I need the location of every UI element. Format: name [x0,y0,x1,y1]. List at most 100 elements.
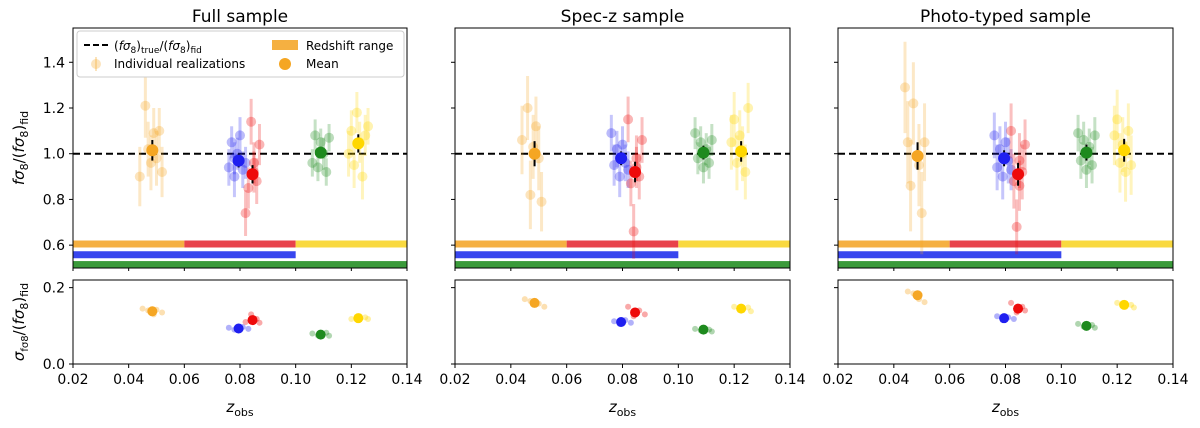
realization-point [731,157,742,168]
realization-point [349,160,360,171]
realization-point [536,196,547,207]
realization-point [525,189,536,200]
mean-point-red [246,168,259,181]
sigma-realization-point [627,319,634,326]
realization-point [1126,160,1137,171]
redshift-range-bar-red [184,240,296,248]
realization-point [1000,137,1011,148]
realization-point [226,137,237,148]
top-ytick-label: 1.0 [43,147,65,163]
sigma-realization-point [1114,299,1121,306]
top-ytick-label: 1.2 [43,101,65,117]
xtick-label: 0.10 [280,372,311,388]
redshift-range-bar-orange [73,240,185,248]
sigma-realization-point [1075,320,1082,327]
sigma-realization-point [541,303,548,310]
x-axis-label: zobs [225,398,254,419]
xtick-label: 0.04 [878,372,909,388]
x-axis-label: zobs [608,398,637,419]
realization-point [223,162,234,173]
realization-point [148,128,159,139]
realization-point [698,162,709,173]
realization-point [1114,157,1125,168]
realization-point [321,167,332,177]
legend-redshift-swatch [272,40,298,50]
realization-point [140,100,151,111]
mean-point-yellow [735,145,748,158]
sigma-realization-point [921,299,928,306]
sigma-realization-point [326,332,333,339]
mean-point-orange [146,144,159,157]
sigma-mean-point-green [1081,320,1092,331]
redshift-range-bar-yellow [1061,240,1173,248]
sigma-realization-point [242,319,249,325]
sigma-mean-point-red [630,307,641,318]
realization-point [312,162,323,173]
xtick-label: 0.10 [663,372,694,388]
panel-2: Photo-typed sample 0.02 0.04 0.06 0.08 0.10 0.… [822,7,1188,419]
realization-point [229,171,240,182]
realization-point [343,148,354,159]
mean-point-red [1012,168,1025,181]
bottom-ytick-label: 0.0 [43,357,65,373]
realization-point [704,157,715,168]
redshift-range-bar-yellow [678,240,790,248]
realization-point [902,137,913,148]
realization-point [1011,221,1022,232]
realization-point [1006,125,1017,136]
realization-point [1109,130,1120,141]
realization-point [237,164,248,175]
sigma-realization-point [994,313,1001,320]
realization-point [248,157,259,168]
realization-point [1020,139,1031,150]
realization-point [905,180,916,191]
sigma-realization-point [641,311,648,318]
redshift-range-bar-blue [455,251,679,259]
mean-point-green [1080,146,1093,159]
realization-point [1081,164,1092,175]
xtick-label: 0.02 [57,372,88,388]
realization-point [623,114,634,125]
realization-point [235,130,245,141]
mean-point-yellow [1118,144,1131,157]
sigma-realization-point [256,319,263,326]
sigma-mean-point-orange [529,297,540,308]
sigma-mean-point-green [315,329,326,340]
realization-point [614,171,625,182]
realization-point [734,130,745,141]
mean-point-blue [232,154,245,167]
realization-point [1073,128,1084,139]
x-axis-label: zobs [991,398,1020,419]
realization-point [916,208,927,219]
redshift-range-bar-red [566,240,679,248]
realization-point [522,103,533,113]
redshift-range-bar-green [455,261,790,269]
redshift-range-bar-red [949,240,1062,248]
legend-box [76,30,405,78]
panel-title: Photo-typed sample [920,7,1091,27]
realization-point [919,137,930,148]
sigma-mean-point-blue [999,313,1010,324]
sigma-mean-point-blue [616,317,627,327]
realization-point [743,103,754,113]
sigma-mean-point-red [1013,303,1024,314]
mean-point-yellow [352,137,365,150]
sigma-mean-point-blue [233,323,244,334]
xtick-label: 0.12 [1102,372,1133,388]
panel-title: Spec-z sample [561,7,685,27]
realization-point [246,116,257,127]
xtick-label: 0.02 [822,372,853,388]
realization-point [1112,114,1123,125]
realization-point [1014,180,1025,191]
realization-point [1075,155,1086,166]
mean-point-orange [528,147,541,160]
mean-point-red [629,166,642,178]
sigma-realization-point [692,325,699,332]
sigma-realization-point [348,315,355,322]
sigma-realization-point [747,308,754,315]
xtick-label: 0.08 [990,372,1021,388]
realization-point [992,162,1003,173]
realization-point [994,144,1005,155]
